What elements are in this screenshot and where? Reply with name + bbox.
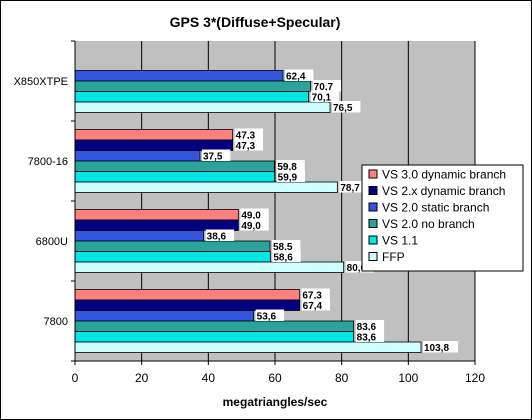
data-label-background [310, 90, 340, 102]
legend-label: VS 1.1 [382, 234, 418, 248]
category-label: X850XTPE [14, 76, 68, 88]
data-label: 47,3 [236, 131, 256, 142]
bar [74, 181, 338, 193]
data-label-background [240, 208, 269, 220]
data-label: 47,3 [236, 141, 256, 152]
bar [74, 341, 422, 353]
data-label: 67,3 [302, 291, 322, 302]
bar [74, 101, 331, 113]
bar [74, 310, 255, 322]
bar [74, 240, 271, 252]
data-label: 70,7 [314, 82, 334, 93]
legend: VS 3.0 dynamic branch VS 2.x dynamic bran… [361, 164, 524, 272]
x-tick-label: 20 [135, 371, 149, 385]
data-label: 80,6 [347, 263, 367, 274]
data-label-background [276, 170, 306, 182]
bar [74, 219, 239, 231]
x-tick-label: 100 [398, 371, 418, 385]
data-label-background [339, 181, 368, 193]
legend-swatch [368, 219, 378, 228]
data-label: 58,5 [273, 242, 293, 253]
legend-swatch [368, 202, 378, 212]
bar [74, 80, 312, 92]
legend-label: VS 2.0 static branch [382, 201, 489, 215]
category-label: 7800 [44, 316, 68, 328]
legend-label: VS 2.x dynamic branch [382, 184, 505, 198]
data-label: 59,9 [278, 173, 298, 184]
data-label-background [276, 160, 305, 172]
bar [74, 251, 271, 263]
data-label-background [345, 261, 375, 273]
legend-box [361, 164, 524, 272]
bar [74, 299, 301, 311]
data-label-background [355, 330, 385, 342]
data-label: 58,6 [273, 253, 293, 264]
data-label-background [332, 101, 361, 113]
legend-swatch [368, 235, 378, 245]
x-tick-label: 60 [268, 371, 282, 385]
bar [74, 230, 205, 242]
data-label-background [202, 149, 231, 161]
x-tick-label: 120 [465, 371, 485, 385]
legend-swatch [368, 186, 378, 195]
bar [74, 289, 300, 301]
data-label-background [255, 309, 285, 321]
bar [74, 70, 284, 82]
legend-swatch [368, 169, 378, 179]
category-label: 7800-16 [28, 156, 68, 168]
data-label-background [234, 139, 264, 151]
legend-swatch [368, 252, 378, 261]
data-label: 83,6 [357, 333, 377, 344]
data-label: 38,6 [207, 232, 227, 243]
data-label-background [272, 250, 301, 262]
data-label-background [423, 341, 458, 353]
data-label-background [240, 219, 269, 231]
legend-label: VS 3.0 dynamic branch [382, 168, 506, 182]
x-tick-label: 40 [202, 371, 216, 385]
data-label: 78,7 [340, 183, 360, 194]
data-label: 76,5 [333, 103, 353, 114]
bar [74, 209, 239, 221]
axis-ticks: 0 20 40 60 80 100 120 X850XTPE 7800-16 6800U 7800 [14, 40, 485, 385]
data-label-background [205, 229, 235, 241]
data-label: 53,6 [257, 312, 277, 323]
bar [74, 261, 345, 273]
data-label: 49,0 [241, 221, 261, 232]
x-tick-label: 0 [72, 371, 79, 385]
bar [74, 139, 234, 151]
data-labels: 62,4 70,770,176,5 47,347,3 37,5 59,859,9 78,7… [202, 69, 458, 354]
chart-title: GPS 3*(Diffuse+Specular) [170, 14, 341, 30]
data-label-background [355, 320, 385, 332]
bar [74, 150, 201, 162]
legend-label: FFP [382, 250, 405, 264]
data-label: 83,6 [357, 322, 377, 333]
data-label: 59,8 [277, 162, 297, 173]
data-label-background [301, 299, 331, 311]
data-label-background [312, 80, 342, 92]
x-axis-title: megatriangles/sec [223, 395, 328, 409]
data-label-background [272, 240, 301, 252]
bar [74, 171, 276, 183]
data-label: 67,4 [303, 301, 323, 312]
data-label-background [234, 128, 264, 140]
data-label-background [301, 288, 330, 300]
category-label: 6800U [36, 236, 68, 248]
x-tick-label: 80 [335, 371, 349, 385]
data-label: 70,1 [312, 93, 332, 104]
data-label-background [285, 69, 314, 81]
bar [74, 160, 275, 172]
legend-label: VS 2.0 no branch [382, 217, 475, 231]
data-label: 49,0 [241, 211, 261, 222]
bar [74, 320, 355, 332]
bar [74, 129, 234, 141]
bar [74, 91, 310, 103]
data-label: 62,4 [286, 72, 306, 83]
data-label: 37,5 [203, 152, 223, 163]
data-label: 103,8 [424, 343, 449, 354]
bar [74, 331, 355, 343]
